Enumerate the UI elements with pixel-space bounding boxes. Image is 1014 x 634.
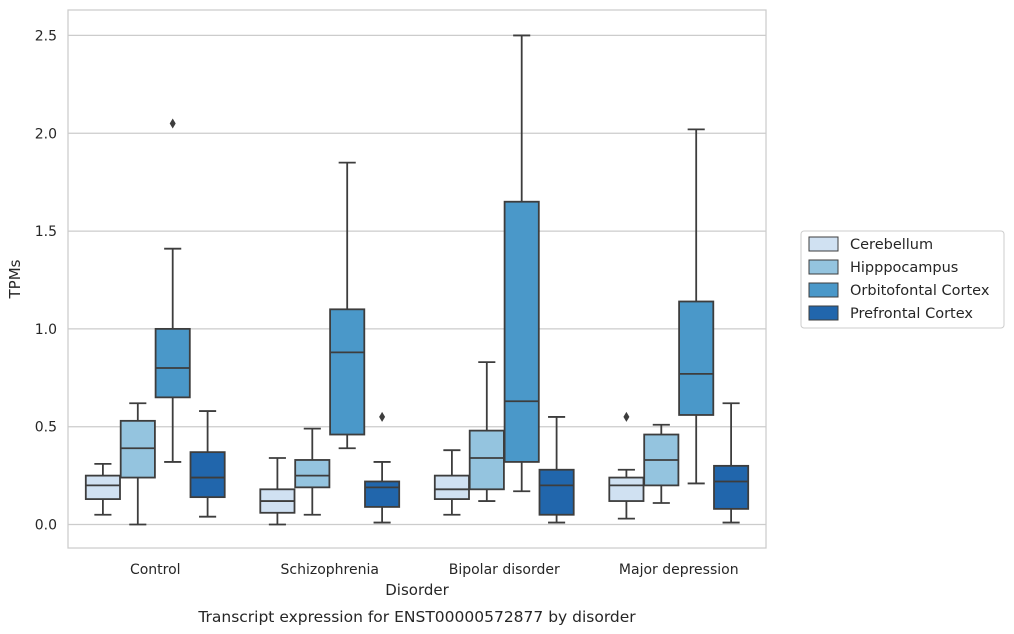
x-tick-labels: Control Schizophrenia Bipolar disorder Majo…: [130, 562, 739, 578]
box-plot: [468, 361, 505, 502]
box-plot: [713, 402, 750, 524]
box-plot: [259, 457, 296, 526]
box-iqr: [329, 308, 366, 436]
box-plot: [154, 118, 191, 463]
box-plot: [433, 449, 470, 516]
y-tick-labels: 0.0 0.5 1.0 1.5 2.0 2.5: [35, 28, 57, 533]
x-tick-label: Major depression: [619, 562, 739, 578]
box-plot: [119, 402, 156, 526]
box-iqr: [294, 459, 331, 489]
legend-label: Cerebellum: [850, 237, 933, 253]
box-plot: [329, 161, 366, 450]
legend-label: Orbitofontal Cortex: [850, 283, 990, 299]
legend-swatch: [808, 236, 839, 252]
box-iqr: [189, 451, 226, 499]
outlier-marker: [379, 411, 386, 422]
box-plot: [538, 416, 575, 524]
box-iqr: [608, 476, 645, 502]
box-iqr: [364, 480, 401, 508]
legend-swatch: [808, 259, 839, 275]
box-plot: [189, 410, 226, 518]
box-iqr: [84, 474, 121, 500]
box-iqr: [154, 327, 191, 399]
chart-title: Transcript expression for ENST0000057287…: [197, 608, 636, 626]
box-iqr: [503, 200, 540, 463]
x-tick-label: Schizophrenia: [281, 562, 379, 578]
legend-frame: [800, 230, 1005, 329]
y-axis-label: TPMs: [6, 259, 24, 299]
y-tick-label: 2.5: [35, 28, 57, 44]
box-plot: [294, 427, 331, 516]
x-tick-label: Control: [130, 562, 181, 578]
y-tick-label: 0.0: [35, 518, 57, 534]
box-iqr: [713, 464, 750, 510]
y-tick-label: 1.0: [35, 322, 57, 338]
legend-swatch: [808, 305, 839, 321]
y-tick-label: 2.0: [35, 126, 57, 142]
box-plot: [643, 423, 680, 504]
box-layer: [84, 34, 750, 526]
box-iqr: [538, 468, 575, 516]
box-iqr: [678, 300, 715, 416]
legend: Cerebellum Hipppocampus Orbitofontal Corte…: [800, 230, 1005, 329]
y-tick-label: 0.5: [35, 420, 57, 436]
box-plot: [503, 34, 540, 493]
plot-frame: [67, 9, 767, 549]
box-plot: [608, 411, 645, 520]
box-plot: [364, 411, 401, 524]
box-plot: [678, 128, 715, 485]
legend-label: Prefrontal Cortex: [850, 306, 973, 322]
box-iqr: [468, 429, 505, 491]
legend-swatch: [808, 282, 839, 298]
box-iqr: [433, 474, 470, 500]
legend-label: Hipppocampus: [850, 260, 958, 276]
box-iqr: [119, 419, 156, 479]
outlier-marker: [623, 411, 630, 422]
box-plot: [84, 462, 121, 516]
x-tick-label: Bipolar disorder: [449, 562, 560, 578]
y-tick-label: 1.5: [35, 224, 57, 240]
outlier-marker: [169, 118, 176, 129]
x-axis-label: Disorder: [385, 581, 449, 599]
